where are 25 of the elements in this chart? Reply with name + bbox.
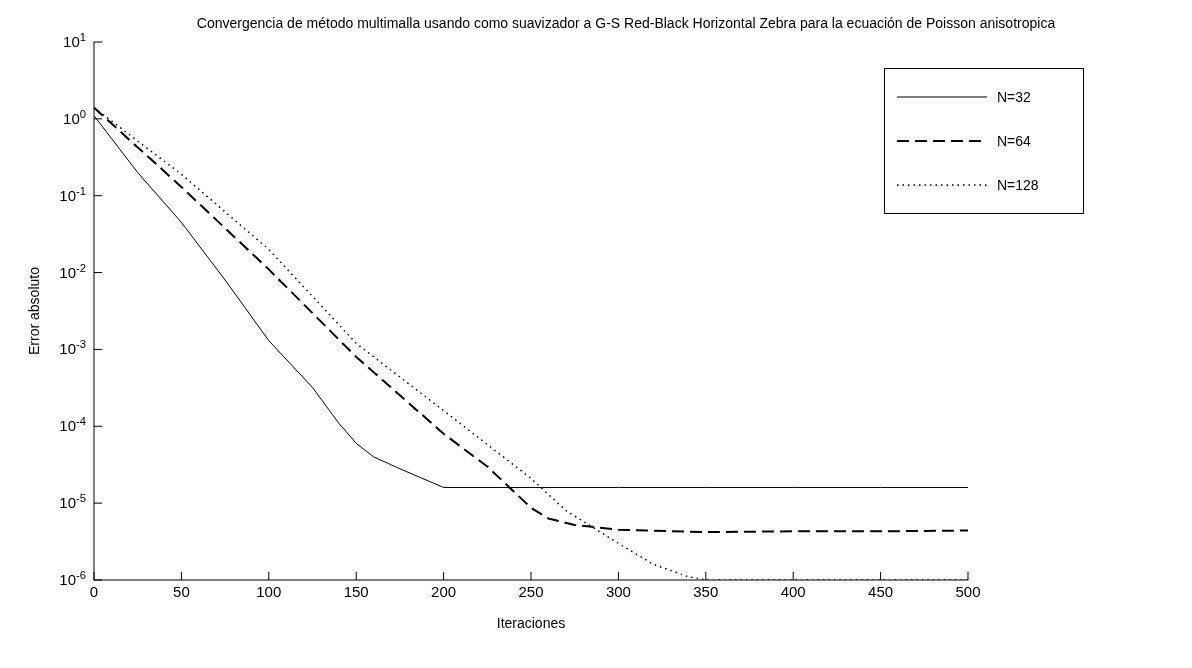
text: N=128: [997, 177, 1039, 193]
y-tick-label: 10$^{0}$: [63, 107, 86, 127]
x-tick-label: 350: [693, 582, 719, 600]
y-tick-label: 10$^{1}$: [63, 31, 86, 50]
x-tick-label: 250: [518, 582, 544, 600]
x-tick-label: 500: [955, 582, 981, 600]
x-tick-label: 450: [868, 582, 894, 600]
y-tick-label: 10$^{-2}$: [59, 261, 86, 281]
x-tick-label: 50: [173, 582, 190, 600]
x-tick-label: 150: [343, 582, 369, 600]
text: N=64: [997, 133, 1031, 149]
y-tick-label: 10$^{-4}$: [59, 415, 86, 435]
text: N=32: [997, 89, 1031, 105]
y-tick-label: 10$^{-3}$: [59, 338, 86, 358]
x-tick-label: 400: [780, 582, 806, 600]
y-tick-label: 10$^{-6}$: [59, 569, 86, 588]
x-tick-label: 200: [431, 582, 457, 600]
y-tick-label: 10$^{-1}$: [59, 184, 86, 204]
x-tick-label: 300: [605, 582, 631, 600]
x-tick-label: 0: [89, 582, 99, 600]
y-axis-title: Error absoluto: [25, 266, 42, 355]
x-axis-title: Iteraciones: [496, 615, 566, 631]
chart-title: Convergencia de método multimalla usando como suavizador a G-S Red-Black Horizontal Zebra para la ecuación de Poisson anisotropica: [196, 15, 1056, 31]
y-tick-label: 10$^{-5}$: [59, 492, 86, 512]
x-tick-label: 100: [256, 582, 282, 600]
